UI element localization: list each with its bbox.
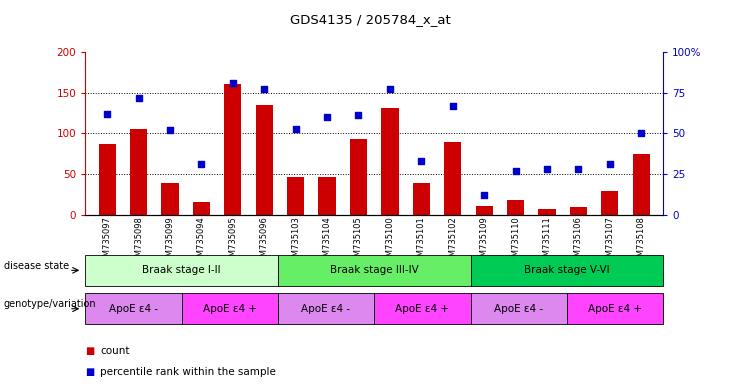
Text: ApoE ε4 +: ApoE ε4 +	[203, 304, 256, 314]
Bar	[225, 84, 242, 215]
Point	[102, 111, 113, 117]
Point	[384, 86, 396, 93]
Point	[604, 161, 616, 167]
Bar	[287, 177, 305, 215]
Point	[321, 114, 333, 120]
Bar	[633, 154, 650, 215]
Bar	[507, 200, 524, 215]
Point	[635, 131, 647, 137]
Bar	[476, 206, 493, 215]
Point	[133, 94, 144, 101]
Text: disease state: disease state	[4, 261, 69, 271]
Point	[573, 166, 585, 172]
Point	[353, 113, 365, 119]
Bar	[382, 108, 399, 215]
Text: genotype/variation: genotype/variation	[4, 299, 96, 309]
Text: ApoE ε4 +: ApoE ε4 +	[588, 304, 642, 314]
Bar	[444, 142, 462, 215]
Point	[196, 161, 207, 167]
Point	[510, 168, 522, 174]
Point	[478, 192, 490, 199]
Text: ApoE ε4 +: ApoE ε4 +	[396, 304, 449, 314]
Bar	[350, 139, 367, 215]
Point	[290, 126, 302, 132]
Point	[227, 80, 239, 86]
Point	[416, 158, 428, 164]
Text: ApoE ε4 -: ApoE ε4 -	[302, 304, 350, 314]
Text: Braak stage I-II: Braak stage I-II	[142, 265, 221, 275]
Text: count: count	[100, 346, 130, 356]
Text: percentile rank within the sample: percentile rank within the sample	[100, 367, 276, 377]
Text: GDS4135 / 205784_x_at: GDS4135 / 205784_x_at	[290, 13, 451, 26]
Bar	[538, 209, 556, 215]
Bar	[413, 183, 430, 215]
Text: Braak stage III-IV: Braak stage III-IV	[330, 265, 419, 275]
Text: ■: ■	[85, 367, 94, 377]
Bar	[99, 144, 116, 215]
Bar	[256, 105, 273, 215]
Point	[447, 103, 459, 109]
Point	[541, 166, 553, 172]
Point	[164, 127, 176, 133]
Bar	[319, 177, 336, 215]
Text: ApoE ε4 -: ApoE ε4 -	[494, 304, 543, 314]
Text: ApoE ε4 -: ApoE ε4 -	[109, 304, 158, 314]
Bar	[193, 202, 210, 215]
Bar	[570, 207, 587, 215]
Text: ■: ■	[85, 346, 94, 356]
Point	[259, 86, 270, 93]
Bar	[162, 183, 179, 215]
Bar	[130, 129, 147, 215]
Text: Braak stage V-VI: Braak stage V-VI	[524, 265, 610, 275]
Bar	[601, 191, 619, 215]
